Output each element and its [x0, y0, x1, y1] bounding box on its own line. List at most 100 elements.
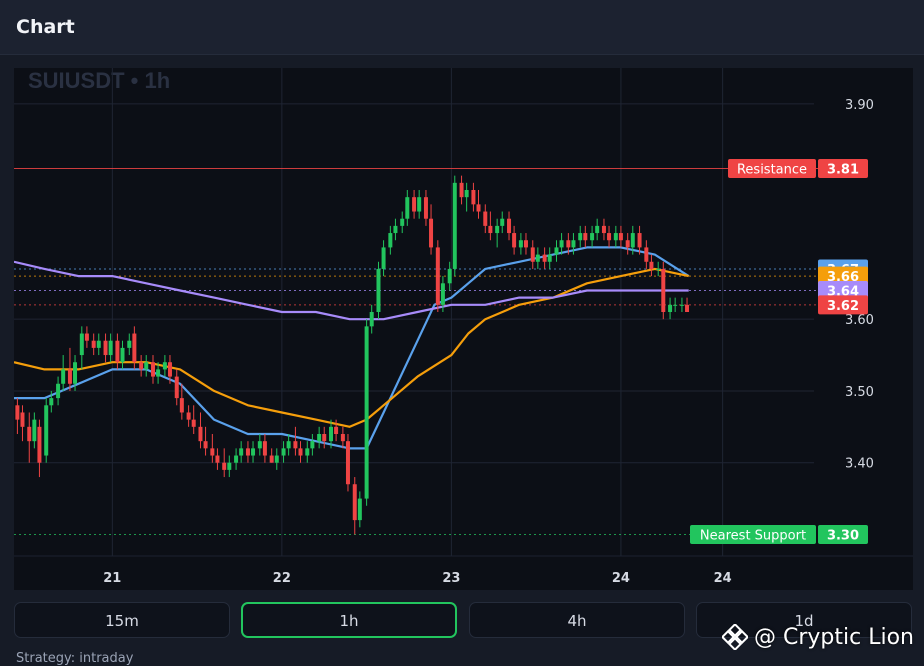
candle	[32, 419, 37, 442]
candle	[120, 347, 125, 363]
level-name-label: Resistance	[737, 162, 807, 177]
candle	[381, 247, 386, 269]
candle	[84, 333, 89, 341]
level-name-badge	[728, 158, 816, 178]
candle	[464, 190, 469, 198]
candle	[595, 225, 600, 234]
strategy-label: Strategy: intraday	[16, 651, 134, 666]
x-tick-label: 24	[714, 571, 732, 586]
candle	[618, 233, 623, 241]
candle	[340, 434, 345, 442]
candle	[203, 441, 208, 449]
level-value-label: 3.62	[827, 299, 859, 314]
candle	[329, 426, 334, 442]
candle	[139, 362, 144, 370]
candle	[668, 304, 673, 312]
candle	[554, 247, 559, 255]
candle	[607, 233, 612, 241]
candle	[15, 405, 20, 420]
candle	[613, 233, 618, 241]
candle	[476, 204, 481, 212]
candle	[222, 462, 227, 470]
candle	[423, 197, 428, 219]
candle	[281, 448, 286, 456]
candle	[583, 233, 588, 241]
timeframe-1h-button[interactable]: 1h	[241, 602, 457, 638]
candle	[429, 218, 434, 248]
candle	[174, 376, 179, 399]
candle	[542, 254, 547, 262]
y-tick-label: 3.40	[845, 457, 874, 472]
level-value-badge	[818, 295, 868, 315]
candle	[322, 434, 327, 442]
y-tick-label: 3.90	[845, 98, 874, 113]
candle	[274, 455, 279, 463]
candle	[79, 333, 84, 356]
candle	[310, 441, 315, 449]
candle	[393, 225, 398, 234]
watermark-text: @ Cryptic Lion	[754, 624, 914, 650]
candle	[156, 369, 161, 377]
candle	[637, 233, 642, 248]
candle	[644, 247, 649, 262]
chart-header: Chart	[0, 0, 924, 55]
candle	[239, 448, 244, 456]
candle	[162, 362, 167, 370]
candle	[412, 197, 417, 212]
candle	[345, 441, 350, 485]
candle	[67, 369, 72, 384]
level-value-badge	[818, 158, 868, 178]
candle	[132, 333, 137, 363]
timeframe-4h-button[interactable]: 4h	[469, 602, 685, 638]
candle	[198, 426, 203, 442]
candle	[656, 268, 661, 270]
level-name-label: Nearest Support	[700, 528, 806, 543]
candle	[483, 211, 488, 226]
page-title: Chart	[16, 16, 75, 38]
timeframe-1d-button[interactable]: 1d	[696, 602, 912, 638]
candle	[685, 304, 690, 312]
candle	[452, 182, 457, 269]
candle	[578, 233, 583, 241]
candle	[679, 304, 684, 306]
candle	[27, 426, 32, 442]
x-tick-label: 24	[612, 571, 630, 586]
candle	[61, 369, 66, 384]
candle	[293, 441, 298, 449]
candle	[56, 383, 61, 399]
moving-average-line	[14, 267, 689, 428]
candle	[405, 197, 410, 219]
candle	[630, 233, 635, 248]
candle	[127, 340, 132, 348]
timeframe-15m-button[interactable]: 15m	[14, 602, 230, 638]
y-tick-label: 3.50	[845, 385, 874, 400]
level-value-label: 3.30	[827, 528, 859, 543]
candle	[73, 362, 78, 384]
candle	[44, 405, 49, 456]
moving-average-line	[14, 260, 689, 321]
x-tick-label: 23	[442, 571, 460, 586]
diamond-logo-icon	[722, 624, 748, 650]
level-value-badge	[818, 280, 868, 300]
candle	[298, 448, 303, 456]
candle	[96, 340, 101, 348]
timeframe-selector: 15m 1h 4h 1d	[14, 602, 913, 642]
candle	[227, 462, 232, 470]
candle	[507, 218, 512, 234]
candle	[488, 225, 493, 234]
candle	[305, 448, 310, 456]
candle	[251, 448, 256, 456]
candle	[179, 398, 184, 413]
candle	[257, 441, 262, 449]
candle	[191, 419, 196, 427]
candlestick-chart[interactable]: SUIUSDT • 1h 3.40 3.50 3.60 3.90 21 22 23 24 24 3.…	[14, 68, 913, 590]
candle	[500, 218, 505, 226]
candle	[167, 362, 172, 377]
level-value-badge	[818, 266, 868, 286]
chart-panel[interactable]: SUIUSDT • 1h 3.40 3.50 3.60 3.90 21 22 23 24 24 3.…	[14, 68, 913, 590]
candle	[649, 261, 654, 269]
candle	[151, 362, 156, 377]
candle	[566, 240, 571, 248]
candle	[186, 412, 191, 420]
candle	[334, 426, 339, 434]
